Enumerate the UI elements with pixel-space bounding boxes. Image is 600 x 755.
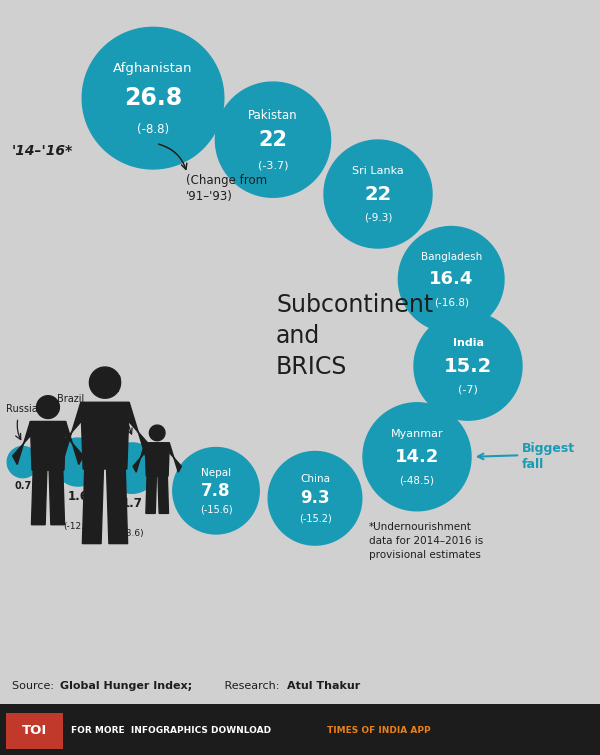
Text: TIMES OF INDIA APP: TIMES OF INDIA APP [327, 726, 431, 735]
Text: Bangladesh: Bangladesh [421, 252, 482, 262]
Polygon shape [169, 442, 181, 472]
FancyBboxPatch shape [0, 704, 600, 755]
Text: (-3.6): (-3.6) [119, 528, 145, 538]
Text: (Change from
'91–'93): (Change from '91–'93) [186, 174, 267, 202]
Polygon shape [65, 421, 83, 464]
Polygon shape [37, 396, 59, 418]
Text: Pakistan: Pakistan [248, 109, 298, 122]
Text: 14.2: 14.2 [395, 448, 439, 466]
Text: Atul Thakur: Atul Thakur [287, 680, 360, 691]
Polygon shape [129, 402, 154, 461]
Text: 0.7: 0.7 [14, 482, 31, 492]
Text: Biggest
fall: Biggest fall [522, 442, 575, 471]
Polygon shape [31, 421, 65, 470]
Polygon shape [107, 469, 128, 544]
Text: (-9.3): (-9.3) [364, 213, 392, 223]
Text: (-12.7): (-12.7) [63, 522, 93, 531]
Text: Russian: Russian [6, 404, 44, 414]
Polygon shape [414, 312, 522, 421]
FancyBboxPatch shape [6, 713, 63, 749]
Text: Sri Lanka: Sri Lanka [352, 166, 404, 177]
Text: Source:: Source: [12, 680, 58, 691]
Text: 22: 22 [259, 130, 287, 149]
Polygon shape [145, 442, 169, 476]
Polygon shape [56, 402, 81, 461]
Text: South
Africa: South Africa [93, 372, 121, 394]
Polygon shape [363, 402, 471, 511]
Text: Myanmar: Myanmar [391, 429, 443, 439]
Polygon shape [82, 469, 103, 544]
Text: (-8.8): (-8.8) [137, 123, 169, 136]
Text: Global Hunger Index;: Global Hunger Index; [60, 680, 192, 691]
Text: 26.8: 26.8 [124, 86, 182, 110]
Text: China: China [300, 473, 330, 484]
Polygon shape [89, 367, 121, 398]
Text: India: India [452, 338, 484, 349]
Polygon shape [13, 421, 31, 464]
Text: Nepal: Nepal [201, 467, 231, 478]
Polygon shape [49, 470, 65, 525]
Polygon shape [54, 438, 102, 486]
Polygon shape [215, 82, 331, 197]
Polygon shape [173, 448, 259, 534]
Text: '14–'16*: '14–'16* [12, 144, 73, 158]
Text: 9.3: 9.3 [300, 489, 330, 507]
Text: *Undernourishment
data for 2014–2016 is
provisional estimates: *Undernourishment data for 2014–2016 is … [369, 522, 483, 560]
Polygon shape [146, 476, 157, 513]
Text: Subcontinent
and
BRICS: Subcontinent and BRICS [276, 294, 433, 378]
Text: 1.7: 1.7 [122, 497, 142, 510]
Polygon shape [158, 476, 169, 513]
Text: Research:: Research: [221, 680, 283, 691]
Text: 1.6: 1.6 [67, 490, 89, 503]
Text: (-7): (-7) [458, 385, 478, 395]
Text: (-16.8): (-16.8) [434, 297, 469, 307]
Text: TOI: TOI [22, 724, 47, 738]
Text: (-15.2): (-15.2) [299, 514, 331, 524]
Text: (-48.5): (-48.5) [400, 476, 434, 485]
Text: 16.4: 16.4 [429, 270, 473, 288]
Polygon shape [133, 442, 145, 472]
Text: FOR MORE  INFOGRAPHICS DOWNLOAD: FOR MORE INFOGRAPHICS DOWNLOAD [71, 726, 274, 735]
Polygon shape [149, 425, 165, 441]
Polygon shape [81, 402, 129, 469]
Text: (-3.7): (-3.7) [258, 160, 288, 170]
Text: 22: 22 [364, 184, 392, 204]
Polygon shape [7, 446, 38, 478]
Text: 15.2: 15.2 [444, 356, 492, 376]
Polygon shape [82, 27, 224, 169]
Polygon shape [398, 226, 504, 332]
Polygon shape [268, 451, 362, 545]
Text: Brazil: Brazil [57, 394, 84, 404]
Text: Afghanistan: Afghanistan [113, 62, 193, 75]
Polygon shape [107, 443, 157, 493]
Polygon shape [31, 470, 47, 525]
Text: (-15.6): (-15.6) [200, 505, 232, 515]
Text: 7.8: 7.8 [201, 482, 231, 500]
Polygon shape [324, 140, 432, 248]
